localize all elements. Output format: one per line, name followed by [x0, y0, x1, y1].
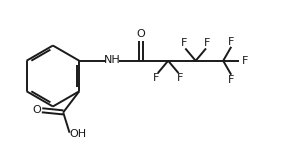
Text: F: F	[181, 38, 187, 48]
Text: O: O	[136, 29, 145, 39]
Text: F: F	[228, 37, 234, 47]
Text: OH: OH	[69, 129, 87, 139]
Text: F: F	[153, 73, 160, 83]
Text: F: F	[241, 56, 248, 66]
Text: O: O	[33, 105, 41, 115]
Text: F: F	[204, 38, 211, 48]
Text: F: F	[228, 75, 234, 85]
Text: F: F	[177, 73, 183, 83]
Text: NH: NH	[104, 55, 121, 65]
